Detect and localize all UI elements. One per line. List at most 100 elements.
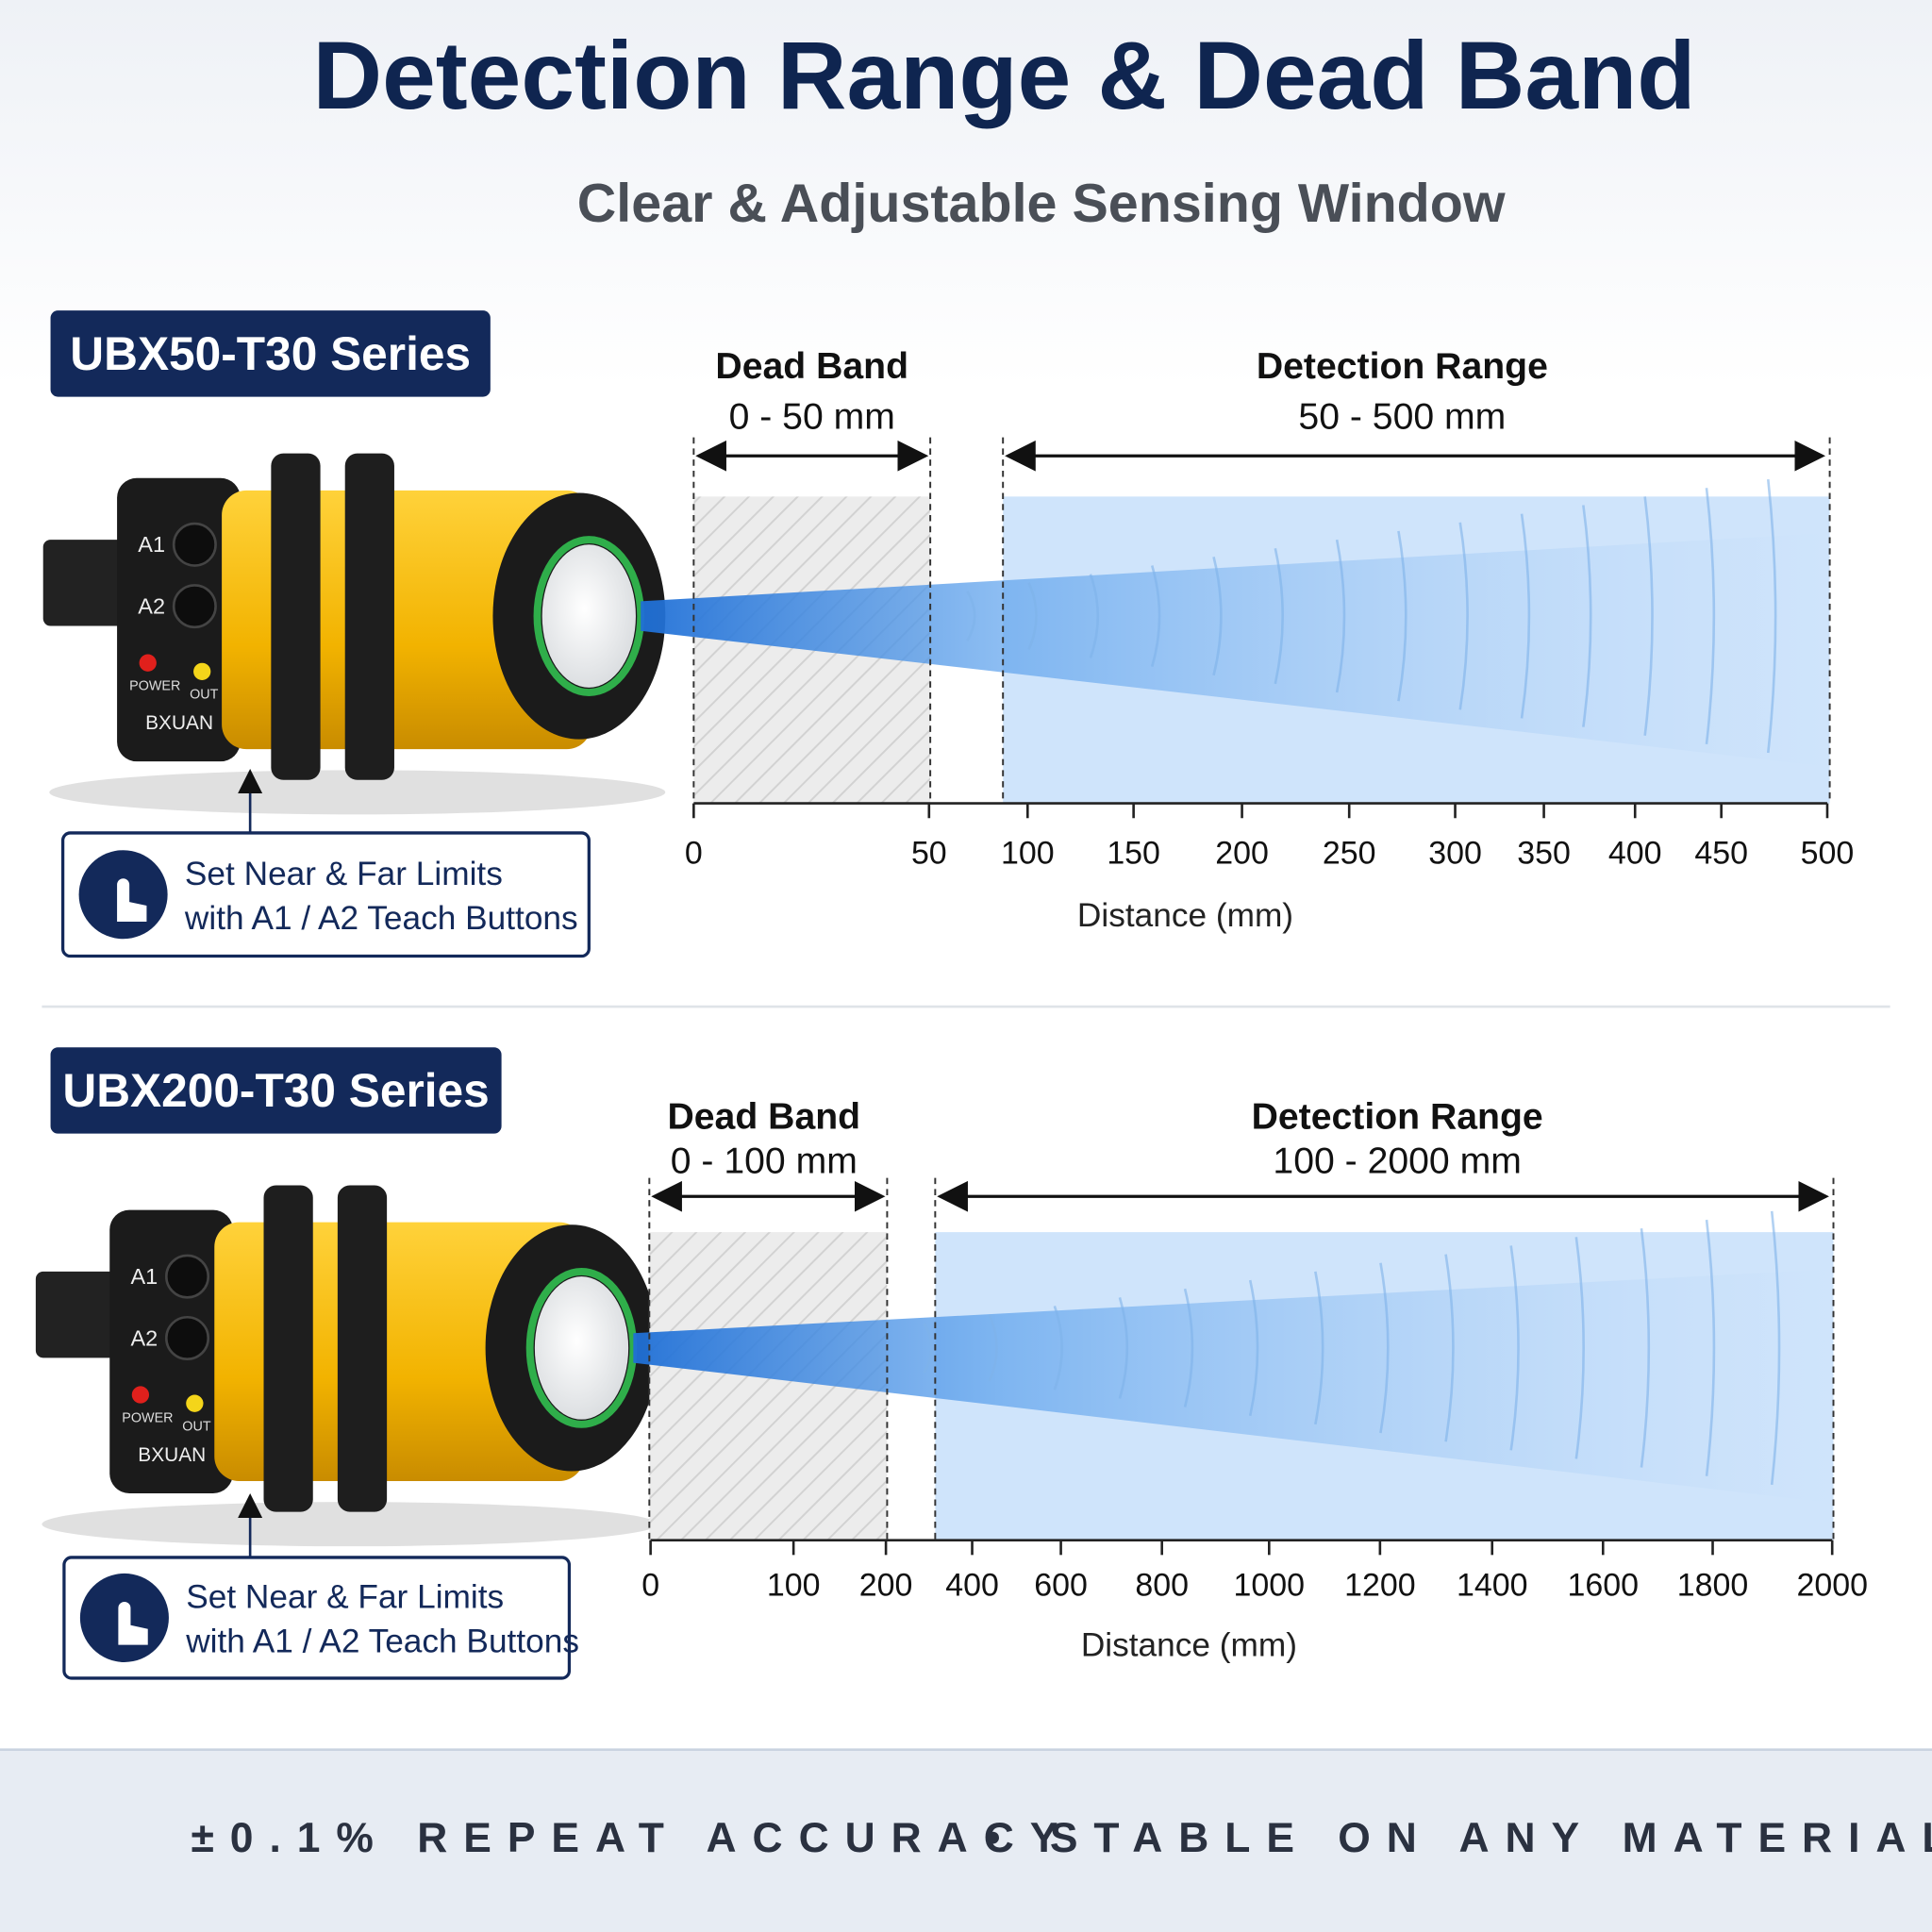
wave-arc [988, 1314, 998, 1382]
wave-arc [1705, 1219, 1716, 1476]
tick-label: 450 [1694, 836, 1748, 872]
axis-label: Distance (mm) [1081, 1626, 1297, 1663]
button-label: A2 [138, 593, 165, 618]
button-label: A1 [130, 1264, 158, 1289]
hex-nut [271, 453, 321, 780]
connector [42, 540, 130, 626]
lens [541, 544, 636, 688]
out-led [186, 1394, 204, 1412]
tick-label: 0 [685, 836, 703, 872]
wave-arc [923, 1323, 933, 1374]
wave-arc [1150, 565, 1161, 667]
sound-beam [641, 532, 1830, 768]
wave-arc [1379, 1262, 1390, 1434]
tick-label: 200 [1215, 836, 1269, 872]
wave-arc [1053, 1306, 1063, 1391]
wave-arc [1458, 522, 1469, 710]
wave-arc [1397, 530, 1407, 702]
title: Detection Range & Dead Band [313, 22, 1696, 129]
wave-arc [1766, 478, 1777, 754]
brand: BXUAN [145, 712, 213, 734]
tick-label: 250 [1323, 836, 1376, 872]
teach-button [172, 584, 217, 629]
tick-label: 2000 [1796, 1567, 1868, 1603]
tick-label: 400 [1608, 836, 1662, 872]
detection-label: Detection Range [1252, 1096, 1543, 1137]
brand: BXUAN [138, 1444, 206, 1466]
footer-separator: • [986, 1815, 1017, 1861]
wave-arc [1274, 547, 1284, 685]
hex-nut [337, 1185, 388, 1512]
wave-arc [1118, 1296, 1129, 1399]
note-box [62, 1556, 572, 1680]
power-led [131, 1386, 150, 1404]
wave-arc [966, 591, 976, 641]
dead-band-range: 0 - 100 mm [671, 1141, 858, 1181]
power-led [139, 654, 157, 672]
tick-label: 600 [1034, 1567, 1088, 1603]
note-box [60, 831, 591, 958]
axis-label: Distance (mm) [1077, 897, 1293, 934]
sensor: A1 A2 POWER OUT BXUAN [42, 453, 666, 815]
wave-arc [1770, 1210, 1781, 1486]
wave-arc [1248, 1279, 1259, 1417]
tick-label: 300 [1428, 836, 1482, 872]
wave-arc [1089, 574, 1100, 658]
tick-label: 1200 [1344, 1567, 1416, 1603]
series-name: UBX200-T30 Series [62, 1064, 489, 1117]
led-label: OUT [190, 688, 219, 703]
led-label: POWER [122, 1410, 173, 1425]
teach-button [165, 1254, 210, 1299]
teach-button [165, 1315, 210, 1360]
led-label: POWER [129, 678, 180, 693]
detection-label: Detection Range [1257, 346, 1548, 387]
footer-left: ±0.1% REPEAT ACCURACY [191, 1815, 1074, 1861]
tick-label: 100 [767, 1567, 821, 1603]
wave-arc [1643, 496, 1654, 736]
wave-arc [1212, 557, 1223, 676]
wave-arc [1335, 539, 1346, 693]
led-label: OUT [182, 1419, 211, 1434]
dead-band-range: 0 - 50 mm [729, 397, 895, 438]
wave-arc [1705, 488, 1716, 745]
tick-label: 500 [1801, 836, 1855, 872]
footer-band [0, 1749, 1932, 1932]
teach-button [172, 522, 217, 567]
wave-arc [1183, 1288, 1194, 1407]
tick-label: 350 [1517, 836, 1571, 872]
hex-nut [263, 1185, 313, 1512]
out-led [193, 662, 211, 680]
series-name: UBX50-T30 Series [70, 327, 471, 380]
hex-nut [344, 453, 394, 780]
tick-label: 200 [859, 1567, 913, 1603]
footer-right: STABLE ON ANY MATERIAL [1050, 1815, 1932, 1861]
tick-label: 400 [945, 1567, 999, 1603]
series-badge [50, 310, 491, 397]
detection-range: 50 - 500 mm [1298, 397, 1506, 438]
hand-glyph [118, 1601, 148, 1645]
wave-arc [1027, 582, 1038, 650]
wave-arc [1444, 1254, 1455, 1442]
sensor-shadow [42, 1502, 658, 1547]
tick-label: 50 [911, 836, 947, 872]
note-text: with A1 / A2 Teach Buttons [185, 1624, 579, 1660]
wave-arc [1640, 1228, 1651, 1468]
wave-arc [1314, 1271, 1324, 1425]
tick-label: 800 [1135, 1567, 1189, 1603]
note-text: Set Near & Far Limits [186, 1578, 504, 1615]
button-label: A2 [130, 1325, 158, 1350]
tick-label: 150 [1107, 836, 1160, 872]
hand-glyph [117, 878, 147, 922]
sound-beam [633, 1269, 1834, 1504]
sensor: A1 A2 POWER OUT BXUAN [35, 1185, 658, 1547]
tick-label: 1000 [1234, 1567, 1306, 1603]
tick-label: 100 [1001, 836, 1055, 872]
button-label: A1 [138, 532, 165, 557]
sensor-shadow [49, 770, 666, 815]
note-text: Set Near & Far Limits [185, 856, 503, 892]
tick-label: 1400 [1457, 1567, 1528, 1603]
connector [35, 1271, 123, 1358]
wave-arc [1520, 513, 1531, 719]
